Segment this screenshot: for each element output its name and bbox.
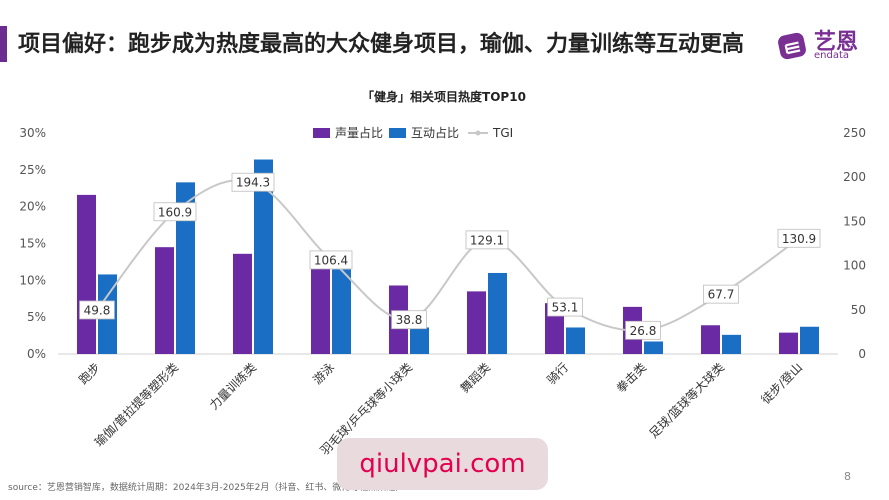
legend-swatch-voice xyxy=(313,128,330,138)
interaction-share-bar xyxy=(722,334,741,354)
tgi-label-box xyxy=(391,310,427,330)
y-left-tick-label: 25% xyxy=(19,163,46,177)
legend-swatch-interaction xyxy=(389,128,406,138)
logo-icon xyxy=(778,32,806,60)
source-note: source：艺恩营销智库，数据统计周期：2024年3月-2025年2月（抖音、… xyxy=(8,483,405,493)
chart-title: 「健身」相关项目热度TOP10 xyxy=(362,89,526,104)
y-right-tick-label: 150 xyxy=(843,214,866,228)
tgi-data-label: 130.9 xyxy=(782,232,816,246)
y-left-tick-label: 10% xyxy=(19,273,46,287)
voice-share-bar xyxy=(77,194,96,354)
y-right-tick-label: 250 xyxy=(843,126,866,140)
tgi-label-box xyxy=(465,230,509,250)
legend-label-tgi: TGI xyxy=(492,126,513,140)
y-left-tick-label: 5% xyxy=(27,310,46,324)
interaction-share-bar xyxy=(410,327,429,354)
interaction-share-bar xyxy=(176,182,195,354)
x-axis-category-label: 拳击类 xyxy=(613,360,649,396)
y-left-tick-label: 15% xyxy=(19,237,46,251)
tgi-label-box xyxy=(703,284,739,304)
legend-label-voice: 声量占比 xyxy=(335,125,383,140)
voice-share-bar xyxy=(779,332,798,354)
brand-logo: 艺恩 endata xyxy=(776,22,882,66)
voice-share-bar xyxy=(233,253,252,354)
tgi-line-group: 49.8 160.9 194.3 106.4 38.8 129.1 53.1 26.8 67.7… xyxy=(79,172,821,340)
x-axis-category-label: 游泳 xyxy=(310,360,337,387)
chart-legend: 声量占比 互动占比 TGI xyxy=(313,125,513,140)
y-right-tick-label: 0 xyxy=(858,347,866,361)
tgi-data-label: 38.8 xyxy=(396,313,423,327)
watermark-text: qiulvpai.com xyxy=(359,449,526,479)
interaction-share-bar xyxy=(488,272,507,354)
y-left-tick-label: 30% xyxy=(19,126,46,140)
interaction-share-bar xyxy=(566,327,585,354)
y-right-tick-label: 50 xyxy=(851,303,866,317)
tgi-data-label: 26.8 xyxy=(630,324,657,338)
y-left-tick-label: 20% xyxy=(19,200,46,214)
tgi-label-box xyxy=(547,297,583,317)
tgi-data-label: 160.9 xyxy=(158,205,192,219)
tgi-label-box xyxy=(309,250,353,270)
page-number: 8 xyxy=(844,470,851,483)
tgi-data-label: 53.1 xyxy=(552,301,579,315)
interaction-share-bar xyxy=(332,269,351,354)
tgi-line xyxy=(96,179,800,332)
voice-share-bar xyxy=(311,268,330,354)
title-accent-bar xyxy=(0,26,7,62)
logo-subtitle: endata xyxy=(814,50,850,61)
tgi-label-box xyxy=(625,320,661,340)
y-right-tick-label: 100 xyxy=(843,259,866,273)
x-axis-category-label: 跑步 xyxy=(76,360,103,387)
voice-share-bar xyxy=(467,291,486,354)
voice-share-bar xyxy=(701,325,720,354)
tgi-data-label: 49.8 xyxy=(84,303,111,317)
logo-name: 艺恩 xyxy=(814,30,859,55)
watermark: qiulvpai.com xyxy=(337,438,548,490)
interaction-share-bar xyxy=(800,326,819,354)
chart-axes: 0% 5% 10% 15% 20% 25% 30% 0 50 100 150 200 250 xyxy=(19,126,866,361)
tgi-data-label: 106.4 xyxy=(314,253,348,267)
legend-label-interaction: 互动占比 xyxy=(411,125,459,140)
y-right-tick-label: 200 xyxy=(843,170,866,184)
voice-share-bar xyxy=(155,247,174,354)
tgi-label-box xyxy=(153,202,197,222)
x-axis-category-label: 骑行 xyxy=(544,360,571,387)
interaction-share-bar xyxy=(644,341,663,354)
x-axis-category-label: 瑜伽/普拉提等塑形类 xyxy=(91,360,181,450)
y-left-tick-label: 0% xyxy=(27,347,46,361)
legend-marker-tgi xyxy=(475,130,481,136)
tgi-label-box xyxy=(79,300,115,320)
tgi-label-box xyxy=(231,172,275,192)
chart-bars xyxy=(77,159,819,354)
tgi-data-label: 194.3 xyxy=(236,176,270,190)
tgi-data-label: 67.7 xyxy=(708,288,735,302)
x-axis-category-label: 徒步/登山 xyxy=(758,360,805,407)
tgi-label-box xyxy=(777,228,821,248)
x-axis-category-label: 舞蹈类 xyxy=(458,360,493,395)
interaction-share-bar xyxy=(254,159,273,354)
page-title: 项目偏好：跑步成为热度最高的大众健身项目，瑜伽、力量训练等互动更高 xyxy=(18,32,745,57)
x-axis-category-label: 力量训练类 xyxy=(206,360,259,413)
tgi-data-label: 129.1 xyxy=(470,233,504,247)
x-axis-category-label: 足球/篮球等大球类 xyxy=(646,360,727,441)
